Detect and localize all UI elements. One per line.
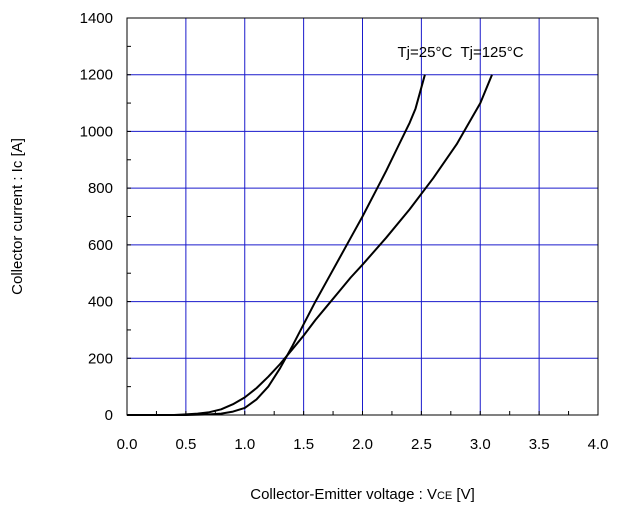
x-tick-label: 0.0 — [117, 436, 138, 453]
y-tick-label: 1000 — [80, 123, 113, 140]
x-tick-label: 2.0 — [352, 436, 373, 453]
x-tick-label: 1.5 — [293, 436, 314, 453]
x-tick-label: 2.5 — [411, 436, 432, 453]
series-labels: Tj=25°C Tj=125°C — [398, 44, 524, 61]
y-tick-label: 800 — [88, 180, 113, 197]
y-tick-label: 200 — [88, 350, 113, 367]
x-tick-label: 3.0 — [470, 436, 491, 453]
x-axis-label-main: Collector-Emitter voltage : V — [250, 486, 437, 503]
series-line-tj125 — [127, 74, 493, 416]
y-tick-label: 0 — [105, 407, 113, 424]
x-tick-labels: 0.0 0.5 1.0 1.5 2.0 2.5 3.0 3.5 4.0 — [117, 436, 609, 453]
y-tick-label: 1400 — [80, 10, 113, 27]
x-tick-label: 0.5 — [175, 436, 196, 453]
y-tick-label: 1200 — [80, 67, 113, 84]
y-axis-label: Collector current : Ic [A] — [9, 138, 26, 295]
x-tick-label: 1.0 — [234, 436, 255, 453]
y-tick-label: 600 — [88, 237, 113, 254]
series-label-tj25: Tj=25°C — [398, 44, 453, 61]
y-tick-labels: 0 200 400 600 800 1000 1200 1400 — [80, 10, 113, 424]
x-axis-label-sub: CE — [437, 490, 452, 502]
series-line-tj25 — [127, 74, 426, 416]
grid — [127, 18, 598, 415]
series-lines — [127, 74, 493, 416]
series-label-tj125: Tj=125°C — [460, 44, 523, 61]
x-axis-label-unit: [V] — [452, 486, 475, 503]
x-tick-label: 3.5 — [529, 436, 550, 453]
x-axis-label: Collector-Emitter voltage : VCE [V] — [250, 486, 475, 503]
y-tick-label: 400 — [88, 294, 113, 311]
x-tick-label: 4.0 — [588, 436, 609, 453]
